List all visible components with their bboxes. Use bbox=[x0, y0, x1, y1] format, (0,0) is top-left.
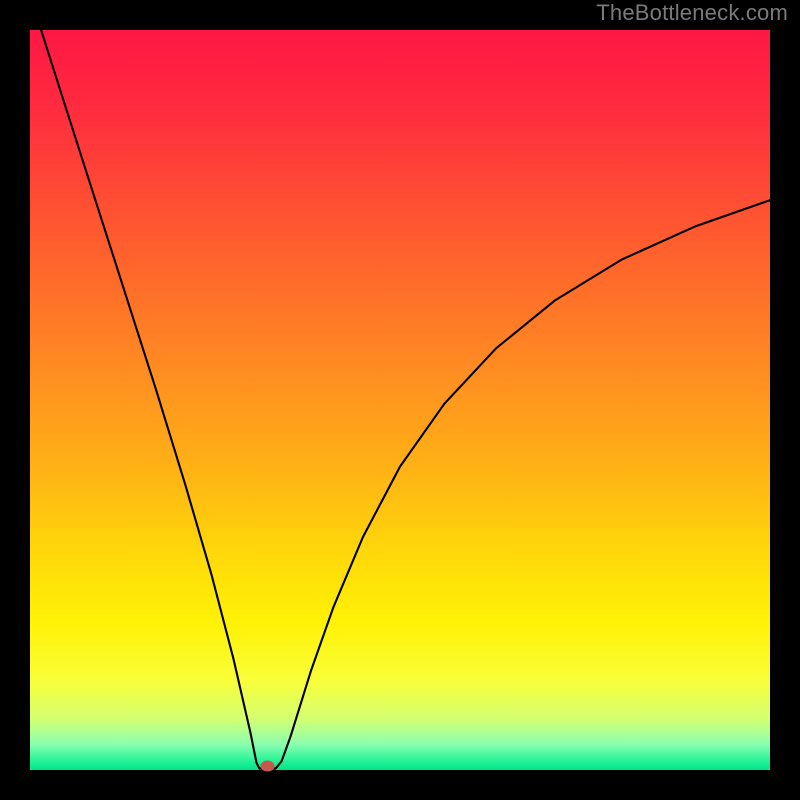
watermark-text: TheBottleneck.com bbox=[596, 0, 788, 26]
bottleneck-chart bbox=[0, 0, 800, 800]
minimum-marker bbox=[261, 761, 275, 772]
plot-background bbox=[30, 30, 770, 770]
